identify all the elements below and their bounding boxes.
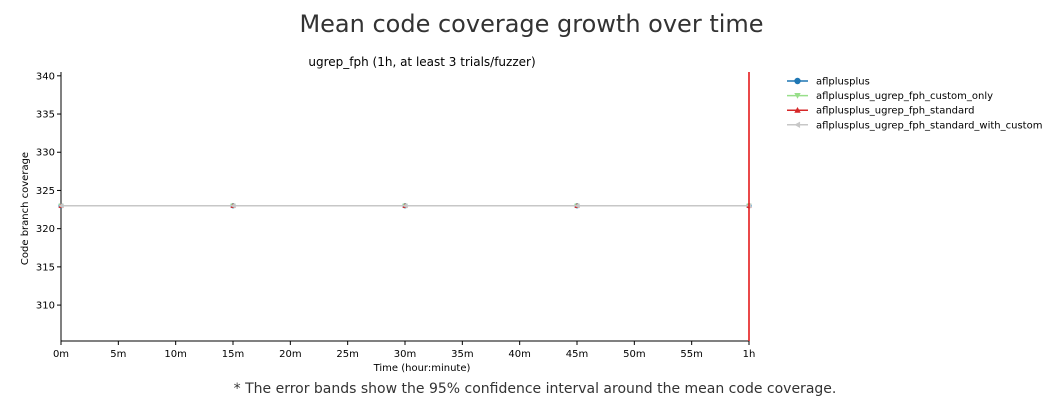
x-tick-label: 50m	[623, 349, 645, 360]
series-point	[58, 203, 64, 209]
x-tick-label: 40m	[508, 349, 530, 360]
series-point	[230, 203, 236, 209]
x-tick-label: 0m	[53, 349, 69, 360]
legend-item: aflplusplus_ugrep_fph_standard	[787, 106, 974, 117]
y-tick-label: 315	[36, 262, 55, 273]
series-point	[574, 203, 580, 209]
series-layer	[58, 72, 752, 341]
page-title: Mean code coverage growth over time	[299, 10, 764, 38]
legend-swatch-marker	[794, 77, 801, 85]
x-tick-label: 30m	[394, 349, 416, 360]
legend-swatch-marker	[794, 107, 801, 113]
y-tick-label: 325	[36, 186, 55, 197]
x-tick-label: 15m	[222, 349, 244, 360]
legend-swatch-marker	[794, 121, 801, 128]
legend-label: aflplusplus_ugrep_fph_custom_only	[816, 91, 993, 102]
footnote: * The error bands show the 95% confidenc…	[233, 381, 837, 397]
y-tick-label: 310	[36, 301, 55, 312]
legend-item: aflplusplus_ugrep_fph_custom_only	[787, 91, 993, 102]
x-tick-label: 10m	[164, 349, 186, 360]
legend: aflplusplus aflplusplus_ugrep_fph_custom_…	[787, 77, 1042, 131]
legend-label: aflplusplus_ugrep_fph_standard	[816, 106, 974, 117]
y-tick-label: 320	[36, 224, 55, 235]
x-tick-label: 5m	[110, 349, 126, 360]
x-tick-label: 20m	[279, 349, 301, 360]
x-tick-label: 1h	[743, 349, 756, 360]
legend-item: aflplusplus	[787, 77, 870, 88]
series-aflplusplus_ugrep_fph_standard_with_custom	[58, 203, 752, 209]
y-axis-label: Code branch coverage	[20, 152, 31, 265]
x-tick-label: 35m	[451, 349, 473, 360]
legend-label: aflplusplus_ugrep_fph_standard_with_cust…	[816, 120, 1042, 131]
legend-item: aflplusplus_ugrep_fph_standard_with_cust…	[787, 120, 1042, 131]
x-axis-label: Time (hour:minute)	[373, 363, 471, 374]
x-tick-label: 55m	[680, 349, 702, 360]
x-tick-label: 45m	[566, 349, 588, 360]
legend-label: aflplusplus	[816, 77, 870, 88]
y-tick-label: 335	[36, 110, 55, 121]
series-point	[402, 203, 408, 209]
axes: 310 315 320 325 330 335 340 0m 5m 10m 15m 20m 25m 30m…	[36, 71, 755, 360]
x-tick-label: 25m	[336, 349, 358, 360]
y-tick-label: 330	[36, 148, 55, 159]
legend-swatch-marker	[794, 93, 801, 99]
chart-subtitle: ugrep_fph (1h, at least 3 trials/fuzzer)	[308, 55, 535, 69]
y-tick-label: 340	[36, 71, 55, 82]
